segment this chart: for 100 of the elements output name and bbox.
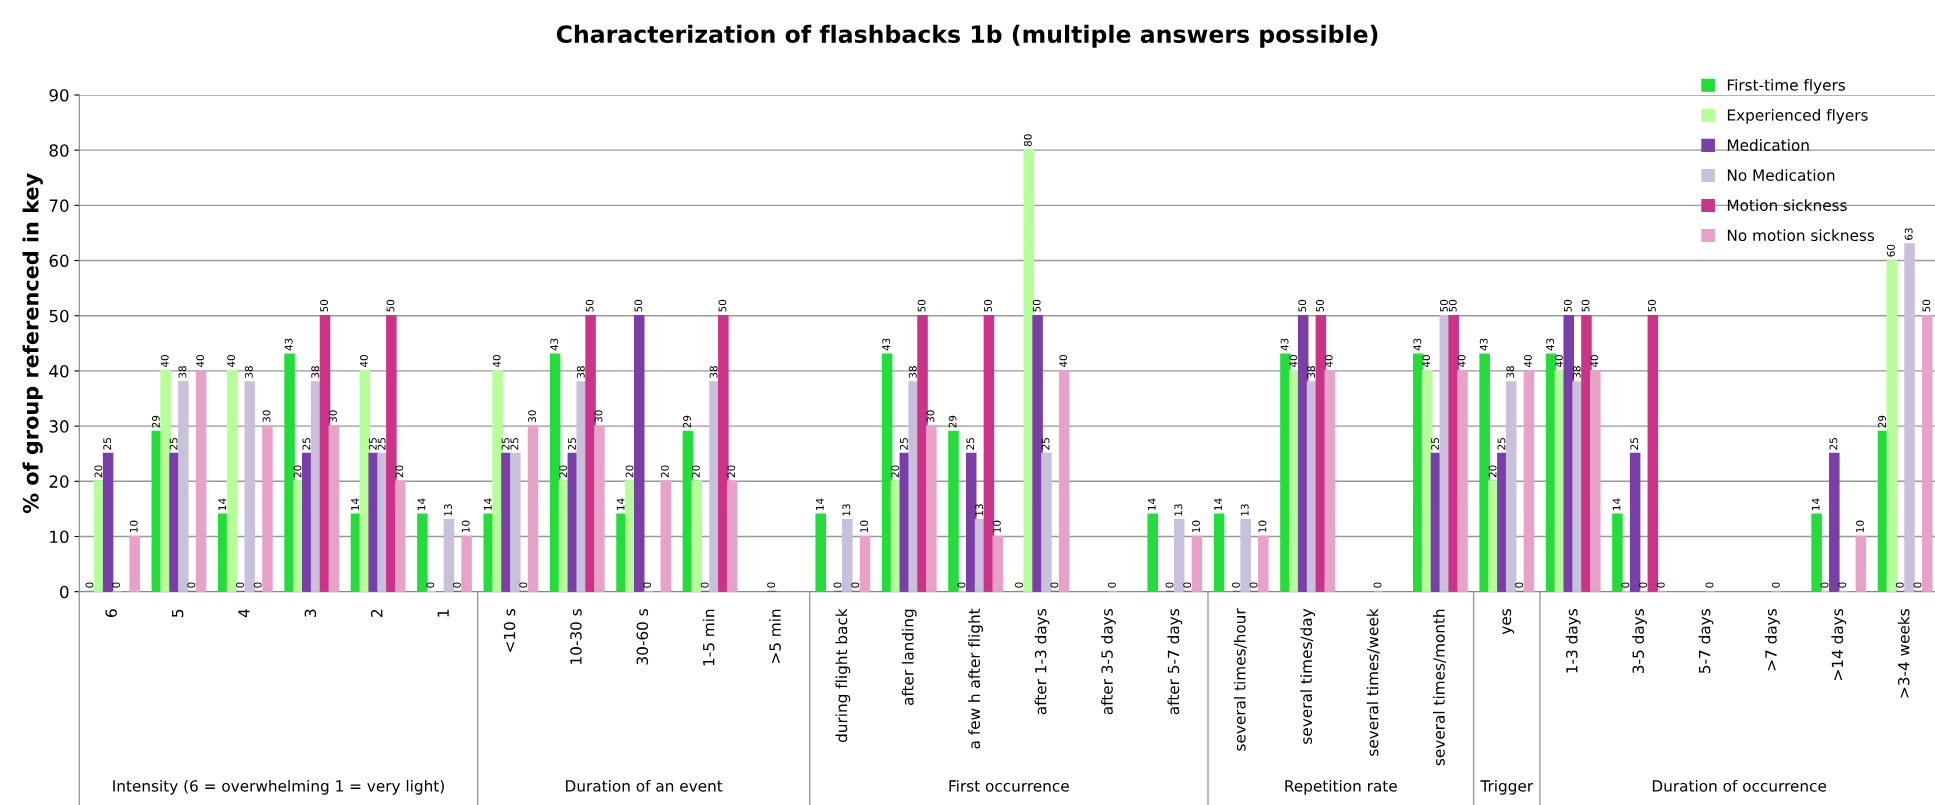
x-tick-label: >5 min (769, 609, 781, 663)
data-label: 0 (452, 582, 461, 588)
data-label: 30 (594, 410, 603, 423)
data-label: 0 (767, 582, 776, 588)
data-label: 20 (1488, 465, 1497, 478)
x-tick-label: several times/month (1432, 609, 1447, 766)
data-label: 40 (1555, 355, 1563, 368)
data-label: 38 (1307, 366, 1316, 378)
data-label: 25 (899, 438, 908, 450)
data-label: 40 (1524, 355, 1532, 368)
x-tick-label: several times/day (1300, 608, 1315, 744)
data-label: 0 (700, 582, 709, 588)
data-label: 14 (1811, 498, 1820, 510)
data-label: 25 (501, 438, 510, 450)
y-tick-label: 70 (49, 199, 69, 212)
data-label: 43 (284, 338, 293, 351)
x-tick-label: yes (1502, 609, 1515, 635)
y-tick-label: 80 (49, 144, 69, 157)
data-label: 60 (1886, 244, 1895, 257)
y-tick-label: 0 (60, 585, 69, 599)
data-label: 0 (833, 582, 842, 588)
legend-label: No Medication (1727, 169, 1835, 181)
x-tick-label: after 3-5 days (1101, 609, 1116, 715)
data-label: 0 (112, 582, 120, 588)
data-label: 38 (709, 366, 718, 378)
data-label: 0 (1838, 582, 1847, 588)
data-label: 14 (616, 498, 625, 510)
data-label: 50 (1298, 299, 1307, 312)
data-label: 10 (461, 520, 470, 533)
legend-label: No motion sickness (1727, 229, 1875, 242)
data-label: 14 (218, 498, 227, 510)
data-label: 38 (311, 366, 320, 378)
data-label: 25 (510, 438, 519, 450)
data-label: 25 (1497, 438, 1506, 450)
data-label: 20 (727, 465, 736, 478)
data-label: 14 (1612, 498, 1621, 510)
data-label: 50 (917, 299, 926, 312)
data-label: 0 (1895, 582, 1904, 588)
data-label: 25 (169, 438, 178, 450)
data-label: 43 (1479, 338, 1488, 351)
data-label: 0 (957, 582, 966, 588)
data-label: 13 (444, 504, 452, 516)
data-label: 14 (484, 498, 492, 510)
data-label: 20 (891, 465, 899, 478)
data-label: 50 (386, 299, 395, 312)
data-label: 50 (1316, 299, 1324, 312)
data-label: 25 (1431, 438, 1439, 450)
data-label: 13 (1174, 504, 1183, 516)
x-tick-label: >3-4 weeks (1897, 609, 1910, 698)
data-label: 0 (1050, 582, 1059, 588)
legend-label: Medication (1727, 139, 1809, 151)
data-label: 25 (103, 438, 112, 450)
data-label: 38 (178, 366, 187, 378)
data-label: 50 (585, 299, 594, 312)
data-label: 25 (377, 438, 386, 450)
data-label: 14 (1147, 498, 1156, 510)
text: Trigger (1480, 779, 1534, 795)
x-tick-label: 5-7 days (1698, 609, 1714, 674)
data-label: 25 (966, 438, 975, 450)
data-label: 30 (328, 410, 337, 423)
x-tick-label: 1 (437, 609, 449, 617)
data-label: 63 (1904, 228, 1913, 240)
data-label: 40 (1324, 355, 1333, 368)
data-label: 38 (908, 366, 917, 378)
data-label: 0 (187, 582, 196, 588)
legend-label: Experienced flyers (1727, 109, 1868, 124)
data-label: 20 (660, 465, 669, 478)
x-tick-label: 2 (370, 609, 383, 617)
data-label: 20 (625, 465, 634, 478)
chart-title: Characterization of flashbacks 1b (multiple answers possible) (556, 24, 1378, 48)
x-tick-label: after landing (901, 609, 917, 706)
data-label: 50 (984, 299, 992, 312)
data-label: 43 (882, 338, 891, 351)
y-tick-label: 30 (49, 420, 69, 433)
text: First occurrence (949, 779, 1069, 792)
data-label: 0 (253, 582, 262, 588)
x-tick-label: several times/hour (1233, 608, 1247, 751)
x-tick-label: during flight back (835, 608, 851, 743)
x-tick-label: 10-30 s (570, 609, 582, 664)
x-tick-label: 1-5 min (702, 609, 715, 666)
data-label: 29 (1878, 415, 1887, 428)
x-tick-label: >7 days (1764, 609, 1780, 671)
data-label: 0 (1183, 582, 1192, 588)
text: Intensity (6 = overwhelming 1 = very light) (113, 779, 444, 795)
data-label: 38 (1572, 366, 1581, 378)
data-label: 14 (1214, 498, 1222, 510)
data-label: 25 (1829, 438, 1838, 450)
x-tick-label: 6 (105, 609, 117, 617)
data-label: 30 (528, 410, 537, 423)
data-label: 50 (1439, 299, 1448, 312)
data-label: 0 (426, 582, 435, 588)
data-label: 40 (1457, 355, 1466, 368)
data-label: 40 (196, 355, 205, 368)
x-tick-label: a few h after flight (968, 608, 984, 749)
data-label: 40 (1590, 355, 1599, 368)
data-label: 38 (244, 366, 253, 378)
data-label: 29 (683, 415, 691, 428)
data-label: 13 (1240, 504, 1249, 516)
data-label: 0 (236, 582, 244, 588)
x-tick-label: 30-60 s (636, 609, 649, 665)
